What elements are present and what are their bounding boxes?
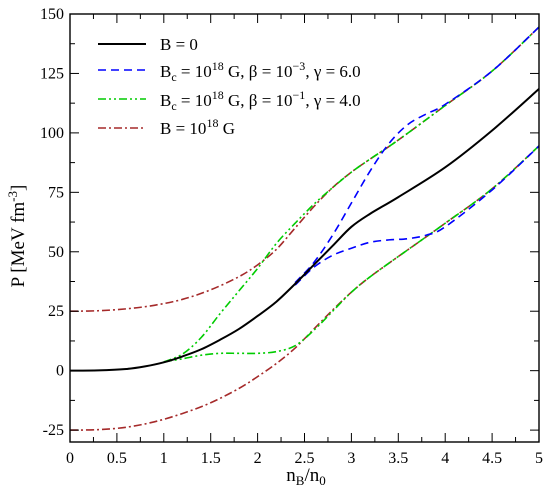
x-tick-label: 5 xyxy=(535,450,543,467)
plot-curves xyxy=(69,26,540,431)
series-1-lower xyxy=(294,145,540,286)
series-2-lower xyxy=(163,145,540,363)
series-3-lower xyxy=(69,145,540,431)
axis-ticks xyxy=(69,13,540,442)
x-tick-labels: 0 0.5 1 1.5 2 2.5 3 3.5 4 4.5 5 xyxy=(66,450,543,467)
legend-label-b1e18: B = 1018 G xyxy=(160,116,235,138)
series-3-upper xyxy=(69,26,540,313)
x-tick-label: 1.5 xyxy=(201,450,221,467)
y-tick-label: 100 xyxy=(40,125,64,142)
series-2-upper xyxy=(163,26,540,363)
series-0-curve xyxy=(69,88,540,372)
y-tick-label: 0 xyxy=(56,363,64,380)
x-axis-label: nB/n0 xyxy=(286,465,325,488)
x-tick-label: 2 xyxy=(254,450,262,467)
x-tick-label: 4 xyxy=(441,450,449,467)
y-tick-labels: -25 0 25 50 75 100 125 150 xyxy=(40,6,64,439)
x-tick-label: 3.5 xyxy=(388,450,408,467)
x-tick-label: 1 xyxy=(160,450,168,467)
x-tick-label: 0.5 xyxy=(107,450,127,467)
legend: B = 0 Bc = 1018 G, β = 10−3, γ = 6.0 Bc … xyxy=(98,35,361,138)
x-tick-label: 2.5 xyxy=(295,450,315,467)
y-tick-label: 150 xyxy=(40,6,64,23)
x-tick-label: 0 xyxy=(66,450,74,467)
legend-label-b0: B = 0 xyxy=(160,35,198,54)
x-tick-label: 4.5 xyxy=(482,450,502,467)
y-tick-label: 50 xyxy=(48,244,64,261)
y-tick-label: 75 xyxy=(48,184,64,201)
y-tick-label: -25 xyxy=(43,422,64,439)
y-tick-label: 125 xyxy=(40,65,64,82)
y-tick-label: 25 xyxy=(48,303,64,320)
x-tick-label: 3 xyxy=(347,450,355,467)
legend-label-bc-beta-3: Bc = 1018 G, β = 10−3, γ = 6.0 xyxy=(160,59,361,84)
legend-label-bc-beta-1: Bc = 1018 G, β = 10−1, γ = 4.0 xyxy=(160,88,361,113)
y-axis-label: P [MeV fm-3] xyxy=(5,185,29,288)
